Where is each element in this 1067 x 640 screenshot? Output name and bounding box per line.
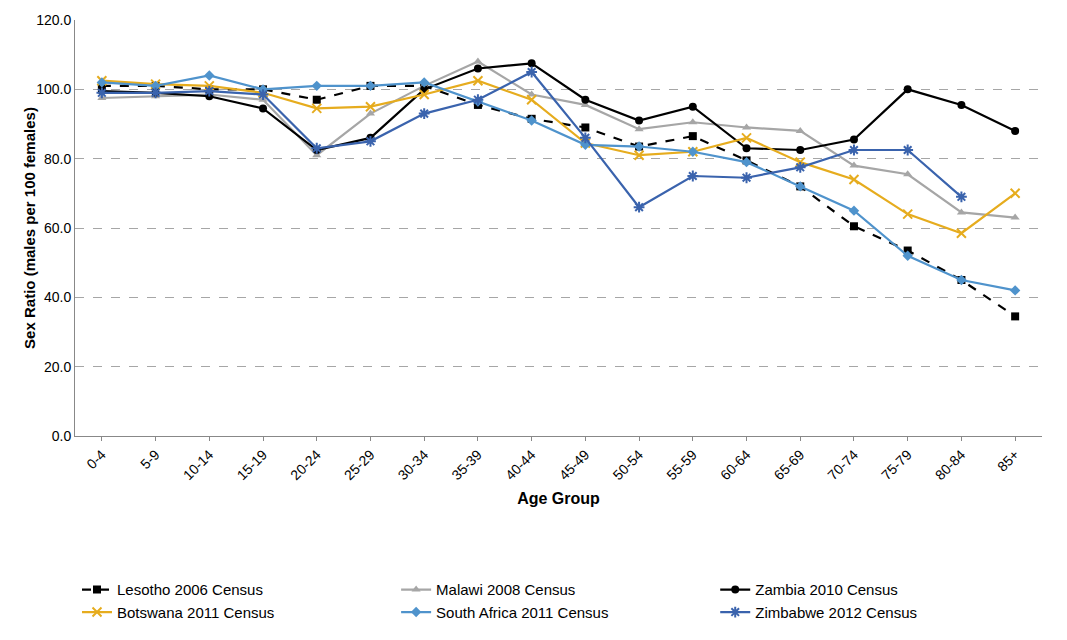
svg-text:85+: 85+ — [994, 447, 1022, 475]
svg-text:70-74: 70-74 — [824, 446, 861, 483]
svg-text:45-49: 45-49 — [556, 446, 593, 483]
svg-text:50-54: 50-54 — [610, 446, 647, 483]
svg-text:30-34: 30-34 — [395, 446, 432, 483]
svg-text:Zimbabwe 2012 Census: Zimbabwe 2012 Census — [755, 604, 917, 621]
svg-text:65-69: 65-69 — [771, 446, 808, 483]
svg-text:40.0: 40.0 — [44, 289, 71, 305]
svg-text:0-4: 0-4 — [83, 446, 109, 472]
svg-text:100.0: 100.0 — [36, 81, 71, 97]
svg-text:120.0: 120.0 — [36, 12, 71, 28]
svg-text:5-9: 5-9 — [137, 446, 163, 472]
svg-text:80-84: 80-84 — [932, 446, 969, 483]
svg-text:60-64: 60-64 — [717, 446, 754, 483]
svg-text:10-14: 10-14 — [180, 446, 217, 483]
svg-text:Sex Ratio (males per 100 femal: Sex Ratio (males per 100 females) — [21, 107, 38, 349]
svg-text:Zambia 2010 Census: Zambia 2010 Census — [755, 581, 898, 598]
svg-text:75-79: 75-79 — [878, 446, 915, 483]
svg-text:Botswana 2011 Census: Botswana 2011 Census — [117, 604, 274, 621]
svg-text:15-19: 15-19 — [233, 446, 270, 483]
svg-text:Age Group: Age Group — [517, 490, 600, 507]
svg-text:35-39: 35-39 — [448, 446, 485, 483]
svg-text:25-29: 25-29 — [341, 446, 378, 483]
svg-text:80.0: 80.0 — [44, 151, 71, 167]
svg-text:60.0: 60.0 — [44, 220, 71, 236]
svg-text:Malawi 2008 Census: Malawi 2008 Census — [436, 581, 575, 598]
svg-text:Lesotho 2006 Census: Lesotho 2006 Census — [117, 581, 263, 598]
svg-text:40-44: 40-44 — [502, 446, 539, 483]
svg-text:0.0: 0.0 — [52, 428, 72, 444]
svg-text:20.0: 20.0 — [44, 359, 71, 375]
svg-text:20-24: 20-24 — [287, 446, 324, 483]
svg-text:South Africa 2011 Census: South Africa 2011 Census — [436, 604, 608, 621]
svg-text:55-59: 55-59 — [663, 446, 700, 483]
